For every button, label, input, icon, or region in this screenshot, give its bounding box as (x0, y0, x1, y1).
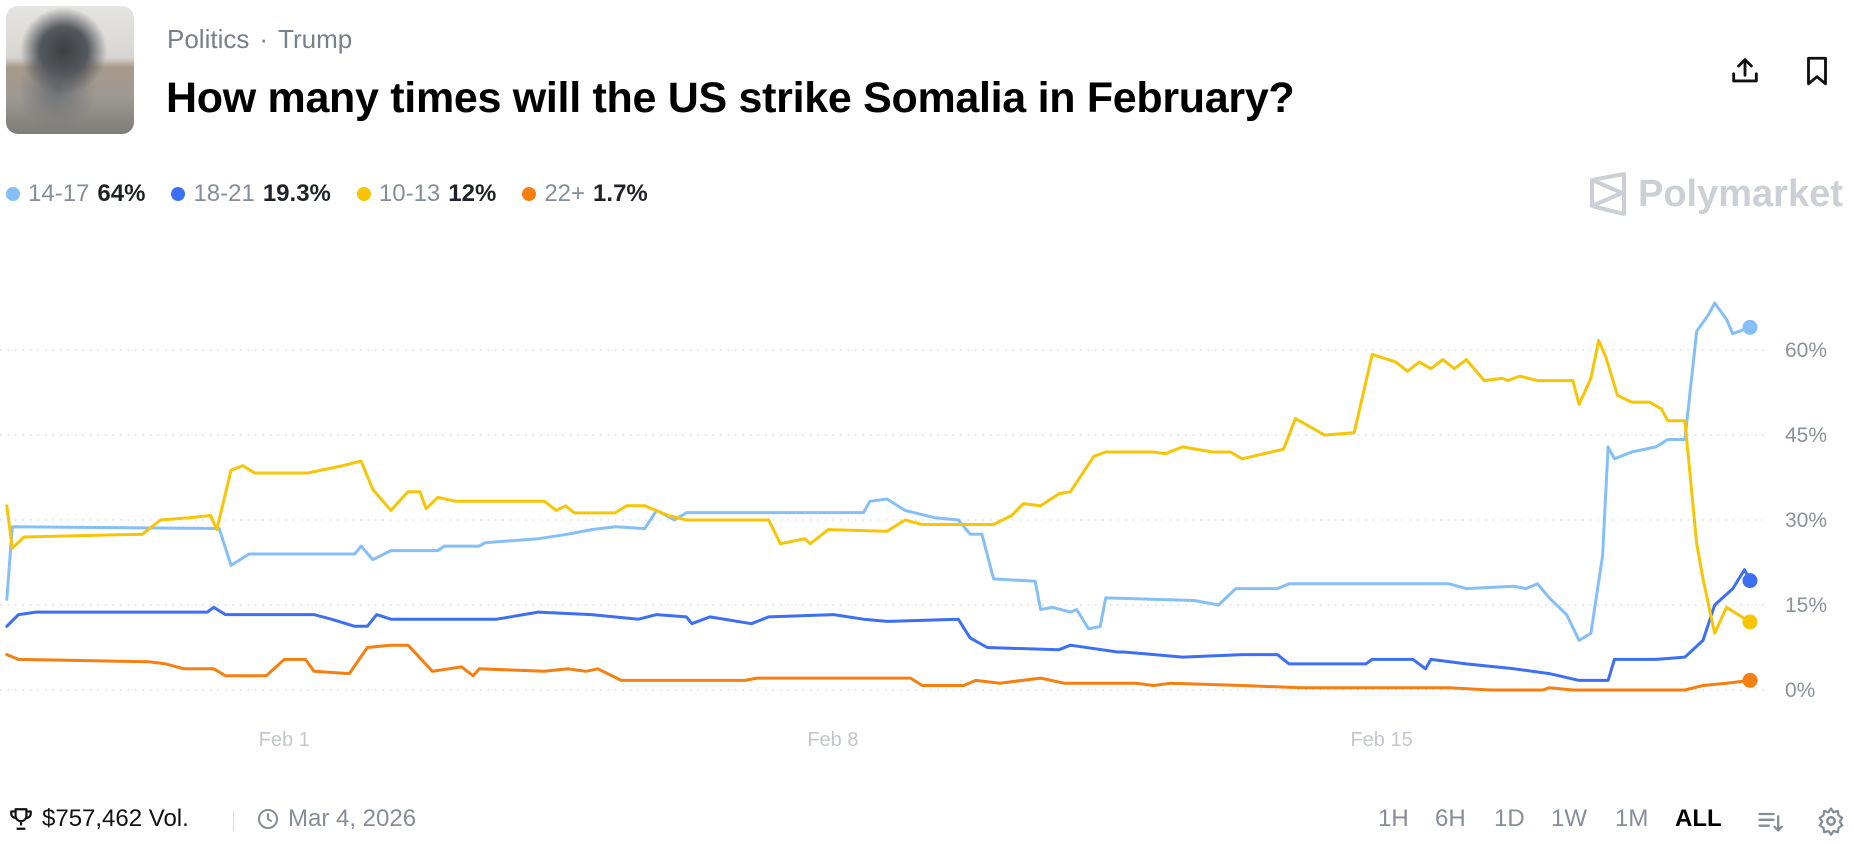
legend-item[interactable]: 22+ 1.7% (522, 180, 648, 208)
polymarket-logo: Polymarket (1588, 172, 1843, 216)
sort-icon[interactable] (1756, 807, 1784, 835)
end-date-text: Mar 4, 2026 (288, 805, 417, 832)
legend-name: 18-21 (193, 180, 255, 207)
chart-lines (5, 301, 1752, 692)
brand-name: Polymarket (1638, 172, 1843, 215)
tag-link[interactable]: Trump (278, 24, 353, 54)
timeframe-1h[interactable]: 1H (1378, 805, 1409, 832)
legend-swatch (522, 187, 537, 201)
timeframe-1d[interactable]: 1D (1494, 805, 1525, 832)
y-tick-label: 45% (1785, 424, 1827, 447)
legend-item[interactable]: 10-13 12% (356, 180, 497, 208)
y-tick-label: 60% (1785, 339, 1827, 362)
timeframe-6h[interactable]: 6H (1435, 805, 1466, 832)
legend-swatch (356, 187, 371, 201)
legend-value: 64% (97, 180, 146, 207)
series-end-dot-22+ (1742, 672, 1758, 688)
series-line-10-13 (5, 338, 1752, 635)
market-thumbnail (6, 6, 134, 134)
legend-value: 19.3% (262, 180, 331, 207)
footer-divider (233, 811, 234, 831)
timeframe-1m[interactable]: 1M (1615, 805, 1649, 832)
legend-name: 22+ (544, 180, 586, 207)
chart-grid (0, 349, 1770, 691)
bookmark-icon[interactable] (1800, 54, 1834, 88)
legend-swatch (171, 187, 186, 201)
share-icon[interactable] (1728, 54, 1762, 88)
x-axis-labels: Feb 1 Feb 8 Feb 15 (259, 729, 1413, 751)
y-tick-label: 30% (1785, 509, 1827, 532)
volume: $757,462 Vol. (8, 805, 189, 833)
legend-swatch (6, 187, 20, 201)
legend-name: 14-17 (28, 180, 90, 207)
series-line-18-21 (5, 568, 1752, 682)
y-axis-labels: 0% 15% 30% 45% 60% (1785, 339, 1827, 702)
category-link[interactable]: Politics (167, 24, 250, 54)
timeframe-all[interactable]: ALL (1675, 805, 1722, 832)
x-tick-label: Feb 1 (259, 729, 310, 751)
end-date: Mar 4, 2026 (256, 805, 416, 833)
chart-footer: $757,462 Vol. Mar 4, 2026 1H 6H 1D 1W 1M… (0, 805, 1854, 836)
series-end-dot-14-17 (1742, 319, 1758, 335)
x-tick-label: Feb 15 (1350, 729, 1412, 751)
series-line-14-17 (5, 301, 1752, 642)
volume-text: $757,462 Vol. (42, 805, 189, 832)
x-tick-label: Feb 8 (807, 729, 858, 751)
y-tick-label: 0% (1785, 679, 1815, 702)
timeframe-1w[interactable]: 1W (1551, 805, 1587, 832)
settings-gear-icon[interactable] (1816, 806, 1846, 836)
legend-name: 10-13 (378, 180, 441, 207)
chart-end-dots (1742, 319, 1758, 688)
trophy-icon (10, 808, 32, 830)
legend-value: 1.7% (593, 180, 648, 207)
series-line-22+ (5, 643, 1752, 692)
polymarket-logo-icon (1590, 172, 1626, 216)
legend-item[interactable]: 14-17 64% (6, 180, 145, 208)
breadcrumb: Politics · Trump (167, 24, 352, 55)
clock-icon (258, 809, 278, 829)
breadcrumb-separator: · (259, 24, 269, 54)
y-tick-label: 15% (1785, 594, 1827, 617)
legend-item[interactable]: 18-21 19.3% (171, 180, 331, 208)
page-title: How many times will the US strike Somali… (166, 74, 1295, 122)
series-end-dot-10-13 (1742, 614, 1758, 630)
chart-legend: 14-17 64% 18-21 19.3% 10-13 12% 22+ 1.7% (6, 180, 648, 208)
price-chart[interactable]: 0% 15% 30% 45% 60% Feb 1 Feb 8 Feb 15 (0, 0, 1854, 780)
legend-value: 12% (448, 180, 497, 207)
series-end-dot-18-21 (1742, 573, 1758, 589)
